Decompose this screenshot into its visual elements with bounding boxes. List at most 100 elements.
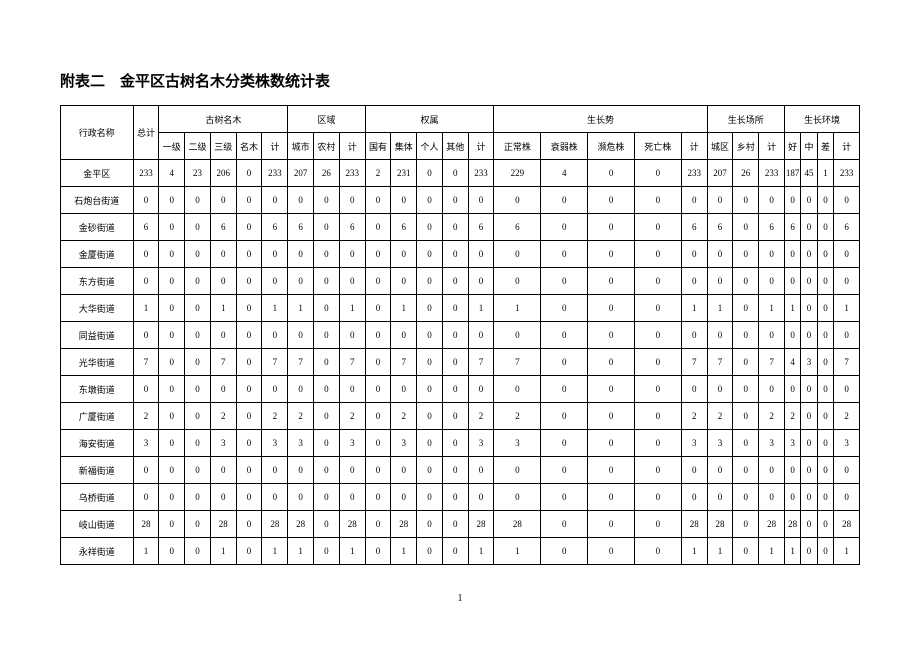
cell-l2: 0 [185, 457, 211, 484]
cell-arural: 0 [314, 457, 340, 484]
cell-gdang: 0 [588, 349, 635, 376]
cell-ostate: 0 [365, 241, 391, 268]
cell-gdang: 0 [588, 538, 635, 565]
cell-tsum: 0 [262, 268, 288, 295]
cell-fam: 0 [236, 295, 262, 322]
cell-fam: 0 [236, 403, 262, 430]
cell-ocoll: 6 [391, 214, 417, 241]
cell-gweak: 0 [541, 484, 588, 511]
cell-esum: 0 [834, 484, 860, 511]
cell-acity: 1 [288, 295, 314, 322]
cell-ostate: 0 [365, 349, 391, 376]
cell-l3: 0 [210, 457, 236, 484]
cell-gweak: 0 [541, 430, 588, 457]
cell-emid: 0 [801, 268, 817, 295]
cell-opriv: 0 [417, 430, 443, 457]
cell-acity: 2 [288, 403, 314, 430]
cell-gdead: 0 [634, 268, 681, 295]
cell-opriv: 0 [417, 349, 443, 376]
cell-osum: 0 [468, 322, 494, 349]
col-tree-l2: 二级 [185, 133, 211, 160]
cell-psum: 0 [759, 268, 785, 295]
cell-egood: 1 [784, 538, 800, 565]
cell-ostate: 0 [365, 538, 391, 565]
cell-emid: 3 [801, 349, 817, 376]
cell-acity: 0 [288, 484, 314, 511]
cell-egood: 0 [784, 187, 800, 214]
col-group-place: 生长场所 [707, 106, 784, 133]
cell-gdang: 0 [588, 430, 635, 457]
cell-gweak: 0 [541, 349, 588, 376]
cell-osum: 6 [468, 214, 494, 241]
cell-egood: 1 [784, 295, 800, 322]
cell-gweak: 0 [541, 403, 588, 430]
col-name: 行政名称 [61, 106, 134, 160]
cell-fam: 0 [236, 538, 262, 565]
cell-fam: 0 [236, 376, 262, 403]
cell-gnorm: 28 [494, 511, 541, 538]
cell-ostate: 0 [365, 376, 391, 403]
table-row: 金平区2334232060233207262332231002332294002… [61, 160, 860, 187]
cell-tsum: 0 [262, 187, 288, 214]
cell-gdead: 0 [634, 187, 681, 214]
cell-egood: 187 [784, 160, 800, 187]
cell-name: 同益街道 [61, 322, 134, 349]
cell-tsum: 7 [262, 349, 288, 376]
col-area-rural: 农村 [314, 133, 340, 160]
cell-tsum: 0 [262, 457, 288, 484]
cell-opriv: 0 [417, 160, 443, 187]
page-number: 1 [60, 593, 860, 604]
cell-osum: 28 [468, 511, 494, 538]
cell-prural: 0 [733, 295, 759, 322]
cell-fam: 0 [236, 160, 262, 187]
cell-emid: 0 [801, 430, 817, 457]
cell-ebad: 0 [817, 295, 833, 322]
cell-gsum: 3 [681, 430, 707, 457]
cell-asum: 0 [339, 322, 365, 349]
cell-prural: 0 [733, 457, 759, 484]
cell-egood: 2 [784, 403, 800, 430]
cell-total: 0 [133, 484, 159, 511]
cell-osum: 0 [468, 457, 494, 484]
cell-gsum: 7 [681, 349, 707, 376]
cell-l1: 0 [159, 376, 185, 403]
cell-tsum: 0 [262, 484, 288, 511]
cell-esum: 1 [834, 538, 860, 565]
cell-asum: 6 [339, 214, 365, 241]
cell-name: 乌桥街道 [61, 484, 134, 511]
cell-acity: 3 [288, 430, 314, 457]
cell-osum: 233 [468, 160, 494, 187]
cell-psum: 6 [759, 214, 785, 241]
cell-total: 0 [133, 241, 159, 268]
cell-ostate: 0 [365, 484, 391, 511]
cell-psum: 0 [759, 484, 785, 511]
cell-emid: 0 [801, 322, 817, 349]
cell-gdead: 0 [634, 511, 681, 538]
cell-osum: 2 [468, 403, 494, 430]
cell-pcity: 7 [707, 349, 733, 376]
cell-gdang: 0 [588, 322, 635, 349]
col-area-sum: 计 [339, 133, 365, 160]
cell-gsum: 0 [681, 187, 707, 214]
cell-fam: 0 [236, 430, 262, 457]
cell-ocoll: 2 [391, 403, 417, 430]
cell-total: 28 [133, 511, 159, 538]
cell-ebad: 0 [817, 511, 833, 538]
cell-gdead: 0 [634, 322, 681, 349]
cell-tsum: 28 [262, 511, 288, 538]
col-place-city: 城区 [707, 133, 733, 160]
cell-oother: 0 [442, 214, 468, 241]
cell-ebad: 0 [817, 376, 833, 403]
cell-gdead: 0 [634, 241, 681, 268]
cell-name: 光华街道 [61, 349, 134, 376]
cell-l3: 0 [210, 268, 236, 295]
cell-asum: 3 [339, 430, 365, 457]
cell-esum: 0 [834, 322, 860, 349]
cell-l2: 0 [185, 295, 211, 322]
cell-l2: 0 [185, 268, 211, 295]
col-tree-l3: 三级 [210, 133, 236, 160]
cell-prural: 0 [733, 484, 759, 511]
cell-l1: 0 [159, 430, 185, 457]
cell-opriv: 0 [417, 268, 443, 295]
cell-l3: 0 [210, 322, 236, 349]
